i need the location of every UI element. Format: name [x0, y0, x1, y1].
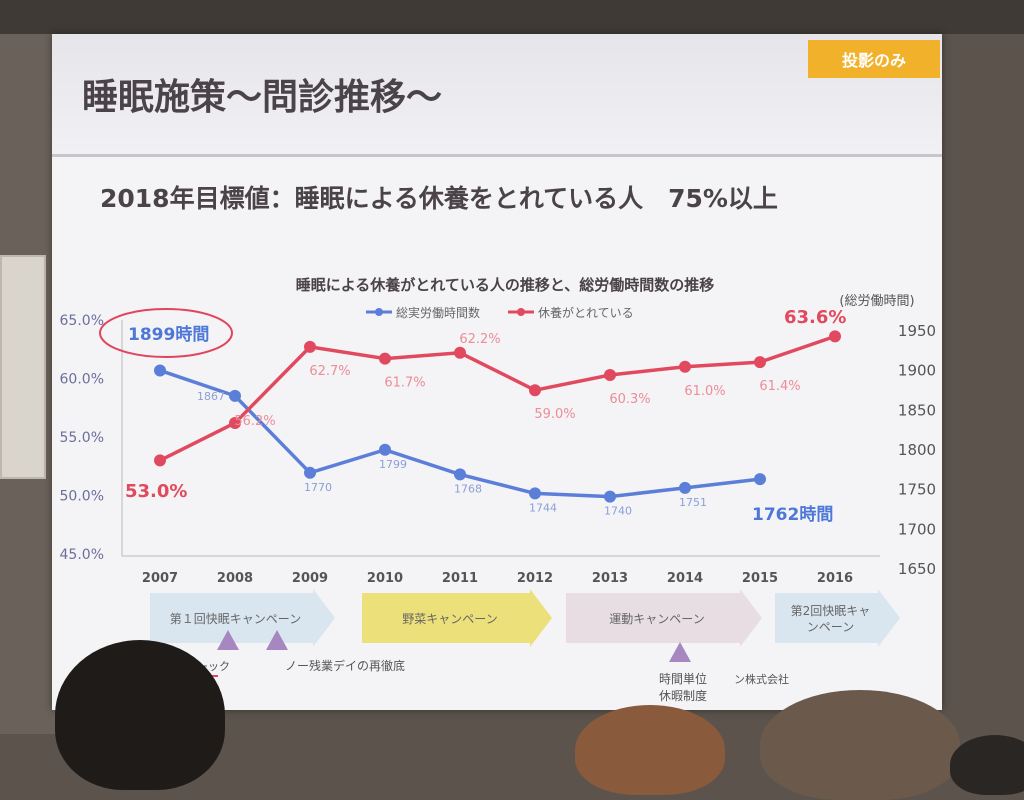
- y-right-tick-label: 1800: [898, 441, 936, 459]
- data-label-rest: 61.7%: [384, 376, 425, 391]
- point-rest: [604, 368, 616, 381]
- point-rest: [229, 416, 241, 429]
- y-left-tick-label: 45.0%: [60, 547, 104, 563]
- audience-head-left: [55, 640, 225, 790]
- x-tick-label: 2009: [292, 571, 328, 586]
- point-rest: [454, 346, 466, 359]
- y-right-tick-label: 1950: [898, 322, 936, 340]
- campaign-label: 第１回快眠キャンペーン: [170, 612, 301, 626]
- callout-first-hours: 1899時間: [128, 324, 209, 345]
- data-label-rest: 62.2%: [459, 332, 500, 347]
- data-label-rest: 59.0%: [534, 407, 575, 422]
- y-left-tick-label: 55.0%: [60, 430, 104, 446]
- audience-head-far-right: [950, 735, 1024, 795]
- x-tick-label: 2007: [142, 571, 178, 586]
- callout-last-hours: 1762時間: [752, 504, 833, 525]
- point-rest: [154, 454, 166, 467]
- point-hours: [154, 364, 166, 377]
- x-tick-label: 2013: [592, 571, 628, 586]
- audience-head-center: [575, 705, 725, 795]
- data-label-hours: 1867: [197, 390, 225, 403]
- data-label-hours: 1751: [679, 496, 707, 509]
- data-label-hours: 1768: [454, 482, 482, 495]
- point-rest: [529, 384, 541, 397]
- chart-title: 睡眠による休養がとれている人の推移と、総労働時間数の推移: [296, 276, 715, 294]
- point-hours: [379, 443, 391, 456]
- milestone-marker: [669, 642, 691, 662]
- point-hours: [529, 487, 541, 500]
- side-panel: [0, 255, 46, 479]
- data-label-hours: 1799: [379, 458, 407, 471]
- series-line-rest: [159, 334, 836, 462]
- y-right-tick-label: 1750: [898, 481, 936, 499]
- milestone-marker: [217, 630, 239, 650]
- campaign-arrow: [566, 589, 762, 647]
- x-tick-label: 2015: [742, 571, 778, 586]
- milestone-label: ノー残業デイの再徹底: [285, 658, 405, 673]
- y-left-tick-label: 65.0%: [60, 313, 104, 329]
- milestone-label: 休暇制度: [659, 688, 707, 703]
- data-label-rest: 62.7%: [309, 364, 350, 379]
- data-label-hours: 1770: [304, 481, 332, 494]
- point-rest: [379, 352, 391, 365]
- legend-dot-hours: [375, 308, 383, 316]
- data-label-hours: 1740: [604, 505, 632, 518]
- x-tick-label: 2012: [517, 571, 553, 586]
- y-left-tick-label: 60.0%: [60, 372, 104, 388]
- slide-subtitle: 2018年目標値：睡眠による休養をとれている人 75%以上: [100, 184, 778, 213]
- audience-head-right: [760, 690, 960, 800]
- milestone-label: ン株式会社: [734, 672, 789, 686]
- data-label-rest: 61.4%: [759, 379, 800, 394]
- legend-label-rest: 休養がとれている: [538, 305, 634, 320]
- milestone-label: 時間単位: [659, 671, 707, 686]
- point-rest: [304, 340, 316, 353]
- point-hours: [754, 473, 766, 486]
- y-right-tick-label: 1850: [898, 401, 936, 419]
- point-hours: [229, 389, 241, 402]
- point-hours: [304, 466, 316, 479]
- data-label-hours: 1744: [529, 501, 557, 514]
- point-rest: [829, 330, 841, 343]
- point-hours: [604, 490, 616, 503]
- campaign-label: 野菜キャンペーン: [402, 612, 497, 626]
- campaign-label: 運動キャンペーン: [609, 612, 704, 626]
- projection-only-badge: 投影のみ: [808, 40, 940, 78]
- campaign-label: 第2回快眠キャ: [791, 604, 871, 618]
- legend-label-hours: 総実労働時間数: [396, 305, 480, 320]
- x-tick-label: 2014: [667, 571, 703, 586]
- campaign-arrow: [362, 589, 552, 647]
- data-label-rest: 60.3%: [609, 392, 650, 407]
- y-right-tick-label: 1650: [898, 560, 936, 578]
- y-left-tick-label: 50.0%: [60, 489, 104, 505]
- milestone-marker: [266, 630, 288, 650]
- campaign-arrow: [150, 589, 335, 647]
- x-tick-label: 2011: [442, 571, 478, 586]
- data-label-rest: 61.0%: [684, 384, 725, 399]
- slide-header: 睡眠施策～問診推移～ 投影のみ: [52, 34, 942, 157]
- point-hours: [679, 481, 691, 494]
- x-tick-label: 2010: [367, 571, 403, 586]
- y-right-tick-label: 1900: [898, 362, 936, 380]
- wall-top: [0, 0, 1024, 34]
- campaign-label: ンペーン: [807, 620, 854, 634]
- y-right-axis-label: (総労働時間): [839, 294, 914, 309]
- campaign-arrow: [775, 589, 900, 647]
- x-tick-label: 2008: [217, 571, 253, 586]
- point-hours: [454, 468, 466, 481]
- x-tick-label: 2016: [817, 571, 853, 586]
- y-right-tick-label: 1700: [898, 520, 936, 538]
- handdrawn-circle: [99, 308, 233, 358]
- callout-last-rate: 63.6%: [784, 307, 846, 328]
- slide-title: 睡眠施策～問診推移～: [82, 77, 443, 118]
- point-rest: [679, 360, 691, 373]
- data-label-rest: 56.2%: [234, 414, 275, 429]
- legend-dot-rest: [517, 308, 525, 316]
- point-rest: [754, 356, 766, 369]
- callout-first-rate: 53.0%: [125, 481, 187, 502]
